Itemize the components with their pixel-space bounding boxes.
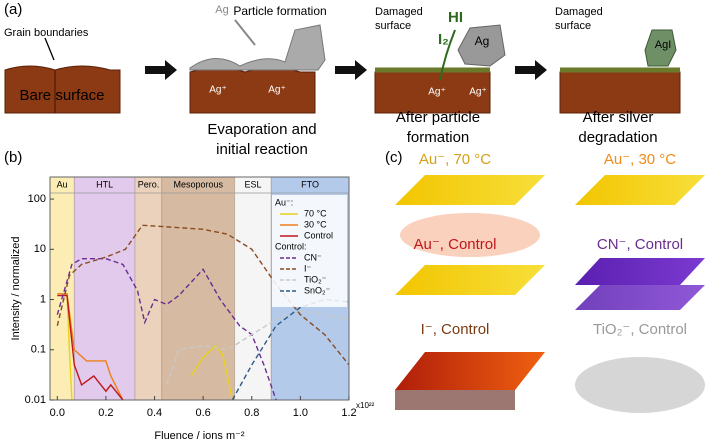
legend-label: 30 °C: [304, 219, 327, 229]
x-tick-label: 0.6: [195, 407, 210, 419]
x-tick-label: 1.0: [293, 407, 308, 419]
legend-title: Control:: [275, 241, 307, 251]
image-title: Au⁻, 70 °C: [419, 151, 491, 168]
region-band: [135, 177, 162, 400]
legend-label: 70 °C: [304, 208, 327, 218]
x-tick-label: 1.2: [341, 407, 356, 419]
image-title: I⁻, Control: [421, 321, 490, 338]
image-title: Au⁻, Control: [414, 236, 497, 253]
diagram-label: Ag: [475, 34, 490, 48]
region-label: HTL: [96, 179, 113, 189]
image-title: Au⁻, 30 °C: [604, 151, 676, 168]
legend: Au⁻: 70 °C30 °CControlControl:CN⁻I⁻TiO₂⁻S…: [272, 195, 347, 307]
legend-label: I⁻: [304, 263, 312, 273]
x-tick-label: 0.4: [147, 407, 162, 419]
diagram-label: Ag⁺: [209, 85, 227, 96]
series-line: [166, 309, 350, 386]
series-line: [56, 224, 350, 366]
diagram-label: Ag: [215, 4, 228, 16]
region-label: Au: [57, 179, 68, 189]
region-band: [161, 177, 235, 400]
diagram-label: Grain boundaries: [4, 27, 89, 39]
panel-label: (b): [4, 149, 22, 166]
diagram-label: Damaged: [375, 6, 423, 18]
diagram-label: After particle: [396, 109, 480, 126]
diagram-label: Ag⁺: [469, 87, 487, 98]
diagram-label: initial reaction: [216, 141, 308, 158]
diagram-label: Bare surface: [19, 87, 104, 104]
y-tick-label: 1: [40, 293, 46, 305]
diagram-label: Particle formation: [233, 4, 326, 18]
x-multiplier: x10²²: [356, 401, 375, 410]
plot-frame: [49, 176, 350, 401]
panel-label: (a): [4, 1, 22, 18]
region-band: [74, 177, 136, 400]
legend-label: Control: [304, 230, 333, 240]
x-tick-label: 0.0: [50, 407, 65, 419]
diagram-label: AgI: [655, 39, 672, 51]
x-tick-label: 0.8: [244, 407, 259, 419]
diagram-label: Ag⁺: [428, 87, 446, 98]
series-line: [57, 293, 124, 401]
diagram-label: Ag⁺: [268, 85, 286, 96]
scene-degraded: [559, 29, 681, 114]
region-label: ESL: [244, 179, 261, 189]
panel-label: (c): [385, 149, 403, 166]
diagram-label: After silver: [583, 109, 654, 126]
diagram-label: surface: [375, 20, 411, 32]
diagram-label: Evaporation and: [207, 121, 316, 138]
diagram-label: degradation: [578, 129, 657, 146]
legend-label: TiO₂⁻: [304, 274, 327, 284]
step-arrows: [145, 60, 547, 80]
y-tick-label: 0.1: [31, 344, 46, 356]
legend-title: Au⁻:: [275, 197, 293, 207]
scene-bare: [4, 37, 121, 114]
scene-evaporation: [189, 19, 326, 114]
region-label: Mesoporous: [174, 179, 224, 189]
image-title: TiO₂⁻, Control: [593, 321, 687, 338]
image-title: CN⁻, Control: [597, 236, 683, 253]
legend-label: CN⁻: [304, 252, 322, 262]
y-tick-label: 100: [28, 193, 46, 205]
diagram-label: Damaged: [555, 6, 603, 18]
series-line: [56, 258, 277, 401]
diagram-label: surface: [555, 20, 591, 32]
region-label: Pero.: [138, 179, 160, 189]
region-band: [234, 177, 272, 400]
region-label: FTO: [301, 179, 319, 189]
y-tick-label: 10: [34, 243, 46, 255]
diagram-label: I₂: [438, 31, 449, 48]
x-axis-label: Fluence / ions m⁻²: [154, 430, 245, 442]
y-axis-label: Intensity / normalized: [10, 237, 22, 341]
x-tick-label: 0.2: [98, 407, 113, 419]
diagram-label: HI: [448, 9, 463, 26]
diagram-label: formation: [407, 129, 470, 146]
legend-label: SnO₂⁻: [304, 285, 331, 295]
series-line: [57, 294, 124, 401]
y-tick-label: 0.01: [25, 394, 46, 406]
scene-particle: [374, 24, 506, 114]
tomography: [395, 175, 705, 413]
